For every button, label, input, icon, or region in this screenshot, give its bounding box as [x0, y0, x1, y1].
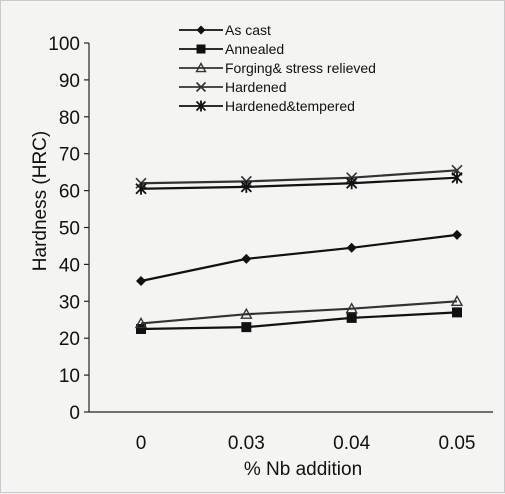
x-axis-title: % Nb addition	[244, 459, 362, 480]
series-line	[140, 300, 458, 325]
y-tick-label: 60	[59, 182, 80, 203]
y-tick-label: 10	[59, 366, 80, 387]
y-tick-label: 100	[48, 34, 80, 55]
legend-entry: Hardened&tempered	[179, 98, 355, 114]
y-tick-label: 50	[59, 219, 80, 240]
x-tick-label: 0	[136, 433, 147, 454]
series-forging-stress-relieved	[134, 294, 464, 329]
legend-entry: Hardened	[179, 79, 287, 95]
y-tick-label: 40	[59, 255, 80, 276]
data-point	[346, 312, 357, 323]
data-point	[346, 242, 357, 253]
legend-label: Forging& stress relieved	[225, 60, 376, 76]
series-as-cast	[136, 229, 462, 287]
data-point	[136, 276, 146, 287]
data-point	[345, 302, 358, 314]
legend-label: Hardened	[225, 79, 287, 95]
legend-entry: As cast	[179, 22, 271, 38]
data-point	[241, 322, 252, 333]
x-tick-label: 0.05	[439, 433, 476, 454]
data-point	[452, 307, 462, 318]
legend-marker	[196, 25, 206, 35]
legend-marker	[195, 62, 207, 73]
data-point	[136, 323, 146, 334]
data-point	[135, 182, 147, 195]
series-hardened-tempered	[135, 171, 463, 195]
data-point	[451, 171, 463, 184]
series-layer	[134, 164, 464, 334]
series-line	[140, 311, 458, 331]
data-point	[240, 180, 252, 193]
data-point	[240, 307, 253, 319]
legend-marker	[196, 44, 206, 54]
legend-entry: Annealed	[179, 41, 284, 57]
series-line	[140, 233, 458, 283]
y-tick-label: 80	[59, 108, 80, 129]
axes: 0 10 20 30 40 50 60 70 80 90 100 0 0.03 0.04 0.05	[48, 34, 493, 454]
x-tick-label: 0.04	[333, 433, 370, 454]
series-annealed	[136, 307, 462, 334]
series-line	[140, 176, 458, 190]
legend-label: As cast	[225, 22, 271, 38]
y-axis-title: Hardness (HRC)	[30, 131, 51, 271]
y-tick-label: 70	[59, 145, 80, 166]
data-point	[134, 316, 148, 329]
legend-marker	[195, 81, 207, 93]
y-tick-label: 90	[59, 71, 80, 92]
series-line	[140, 169, 458, 185]
legend: As cast Annealed Forging& stress relieved H…	[179, 22, 376, 114]
y-tick-label: 0	[69, 403, 80, 424]
y-tick-label: 20	[59, 329, 80, 350]
legend-marker	[195, 100, 207, 112]
data-point	[450, 294, 464, 306]
data-point	[452, 229, 462, 240]
legend-entry: Forging& stress relieved	[179, 60, 376, 76]
x-tick-label: 0.03	[228, 433, 265, 454]
y-tick-label: 30	[59, 292, 80, 313]
data-point	[241, 253, 252, 264]
data-point	[346, 177, 358, 190]
legend-label: Annealed	[225, 41, 284, 57]
legend-label: Hardened&tempered	[225, 98, 355, 114]
